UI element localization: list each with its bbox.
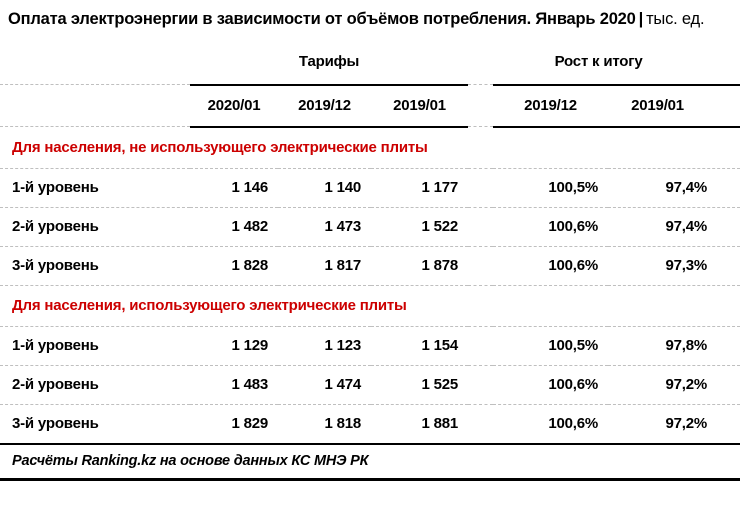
source-footer: Расчёты Ranking.kz на основе данных КС М… bbox=[0, 442, 740, 481]
gap-cell bbox=[468, 326, 494, 366]
value-cell: 1 525 bbox=[371, 365, 469, 405]
group-header-row: Тарифы Рост к итогу bbox=[0, 39, 740, 86]
value-cell: 100,6% bbox=[493, 365, 609, 405]
value-cell: 1 140 bbox=[278, 168, 371, 208]
table-row: 3-й уровень 1 829 1 818 1 881 100,6% 97,… bbox=[0, 404, 740, 443]
table-row: 1-й уровень 1 146 1 140 1 177 100,5% 97,… bbox=[0, 168, 740, 208]
tariff-table: Тарифы Рост к итогу 2020/01 2019/12 2019… bbox=[0, 39, 740, 443]
value-cell: 1 881 bbox=[421, 415, 459, 433]
title-unit: тыс. ед. bbox=[646, 10, 705, 28]
gap-cell bbox=[468, 365, 494, 405]
value-cell: 1 154 bbox=[371, 326, 469, 366]
value-cell: 100,6% bbox=[493, 246, 609, 286]
value-cell: 1 817 bbox=[278, 246, 371, 286]
value-cell: 1 482 bbox=[190, 207, 278, 247]
column-header-2019-12-growth: 2019/12 bbox=[493, 84, 609, 128]
value-cell: 100,6% bbox=[548, 415, 599, 433]
value-cell: 97,2% bbox=[608, 365, 740, 405]
row-label: 2-й уровень bbox=[0, 207, 190, 247]
value-cell: 1 177 bbox=[371, 168, 469, 208]
column-header-2019-01-tariff: 2019/01 bbox=[371, 84, 469, 128]
value-cell: 1 828 bbox=[190, 246, 278, 286]
value-cell: 100,5% bbox=[493, 168, 609, 208]
section-header-no-stoves: Для населения, не использующего электрич… bbox=[0, 126, 740, 169]
value-cell: 97,8% bbox=[608, 326, 740, 366]
value-cell: 97,3% bbox=[608, 246, 740, 286]
value-cell: 1 129 bbox=[190, 326, 278, 366]
value-cell: 97,4% bbox=[608, 168, 740, 208]
value-cell: 1 473 bbox=[278, 207, 371, 247]
column-gap bbox=[468, 84, 494, 128]
gap-cell bbox=[468, 168, 494, 208]
column-header-2019-12-tariff: 2019/12 bbox=[278, 84, 371, 128]
table-row: 3-й уровень 1 828 1 817 1 878 100,6% 97,… bbox=[0, 246, 740, 286]
value-cell: 97,4% bbox=[608, 207, 740, 247]
group-header-growth: Рост к итогу bbox=[493, 39, 740, 86]
value-cell: 1 146 bbox=[190, 168, 278, 208]
value-cell: 1 474 bbox=[278, 365, 371, 405]
value-cell: 1 829 bbox=[231, 415, 268, 433]
page-title: Оплата электроэнергии в зависимости от о… bbox=[0, 6, 740, 32]
row-label: 3-й уровень bbox=[12, 415, 99, 433]
section-header-label: Для населения, использующего электрическ… bbox=[0, 285, 740, 327]
group-header-tariffs: Тарифы bbox=[190, 39, 469, 86]
row-label: 1-й уровень bbox=[0, 326, 190, 366]
value-cell: 1 818 bbox=[324, 415, 361, 433]
row-label: 3-й уровень bbox=[0, 246, 190, 286]
column-header-2020-01: 2020/01 bbox=[190, 84, 278, 128]
value-cell: 1 123 bbox=[278, 326, 371, 366]
table-row: 2-й уровень 1 483 1 474 1 525 100,6% 97,… bbox=[0, 365, 740, 405]
value-cell: 1 483 bbox=[190, 365, 278, 405]
section-header-with-stoves: Для населения, использующего электрическ… bbox=[0, 285, 740, 327]
group-header-spacer bbox=[0, 39, 190, 86]
value-cell: 1 522 bbox=[371, 207, 469, 247]
column-header-row: 2020/01 2019/12 2019/01 2019/12 2019/01 bbox=[0, 84, 740, 128]
gap-cell bbox=[468, 404, 493, 443]
value-cell: 100,6% bbox=[493, 207, 609, 247]
table-row: 1-й уровень 1 129 1 123 1 154 100,5% 97,… bbox=[0, 326, 740, 366]
gap-cell bbox=[468, 246, 494, 286]
title-main: Оплата электроэнергии в зависимости от о… bbox=[8, 10, 636, 28]
title-separator: | bbox=[638, 10, 644, 28]
table-row: 2-й уровень 1 482 1 473 1 522 100,6% 97,… bbox=[0, 207, 740, 247]
source-text: Расчёты Ranking.kz на основе данных КС М… bbox=[12, 453, 369, 470]
row-label: 1-й уровень bbox=[0, 168, 190, 208]
row-label: 2-й уровень bbox=[0, 365, 190, 405]
column-header-spacer bbox=[0, 84, 190, 128]
section-header-label: Для населения, не использующего электрич… bbox=[0, 126, 740, 169]
gap-cell bbox=[468, 207, 494, 247]
group-gap bbox=[468, 39, 494, 86]
column-header-2019-01-growth: 2019/01 bbox=[608, 84, 740, 128]
value-cell: 100,5% bbox=[493, 326, 609, 366]
value-cell: 1 878 bbox=[371, 246, 469, 286]
value-cell: 97,2% bbox=[665, 415, 708, 433]
